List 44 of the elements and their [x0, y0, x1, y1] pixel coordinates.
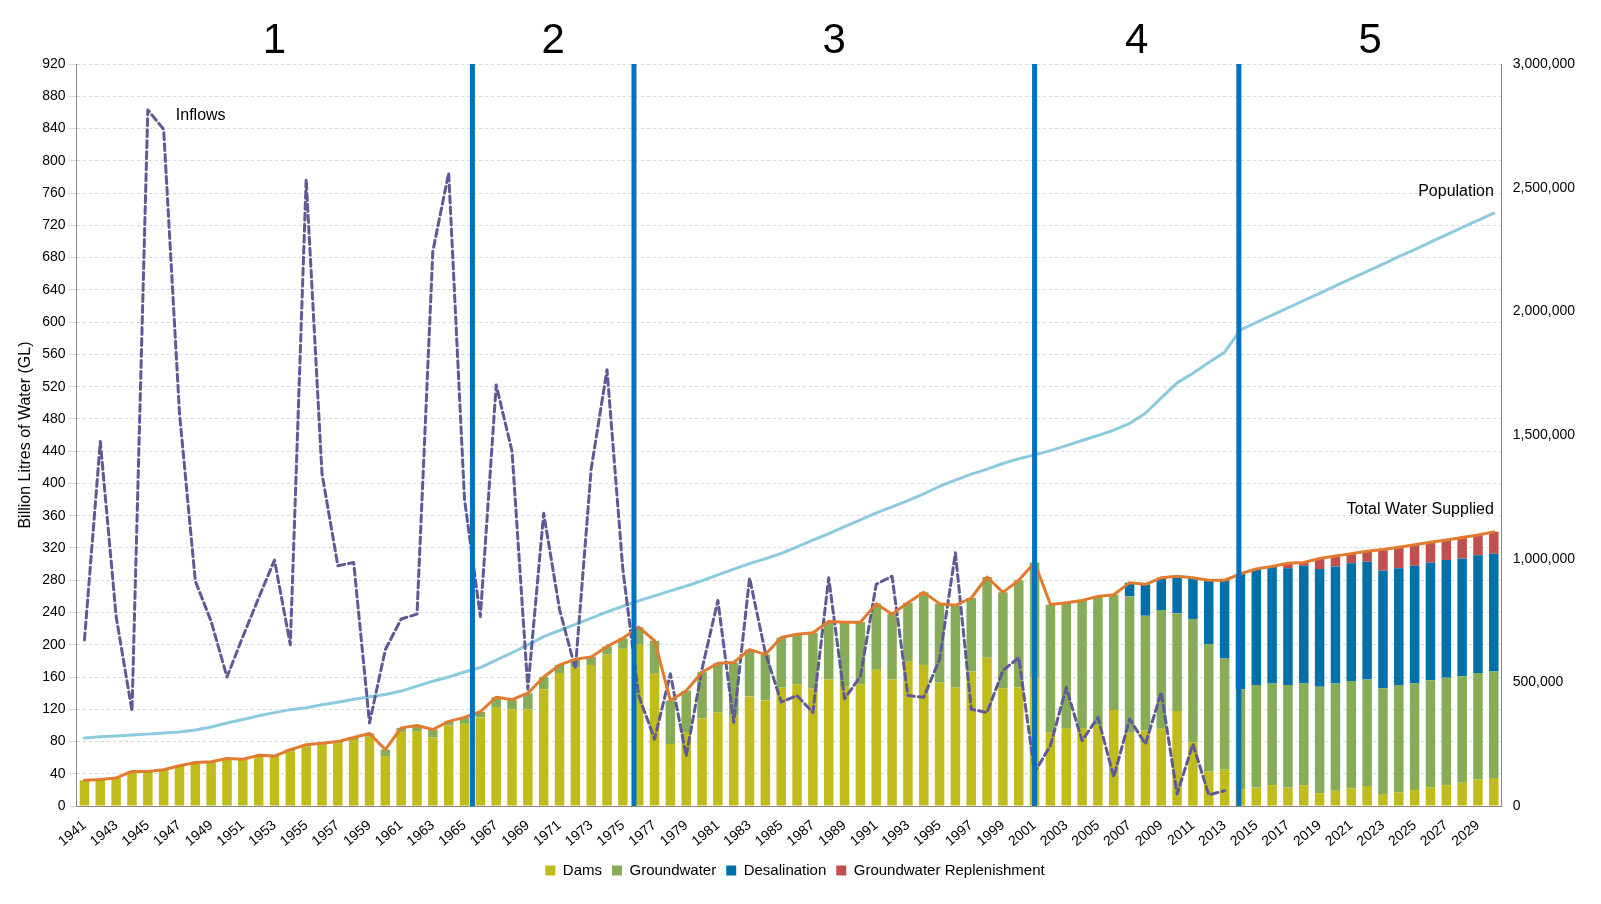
y-tick-label: 760: [42, 183, 66, 200]
legend-label: Dams: [562, 860, 602, 878]
legend-label: Groundwater Replenishment: [853, 860, 1046, 878]
y-tick-label: 40: [49, 764, 66, 781]
y-tick-label: 0: [57, 796, 66, 813]
text: 3: [822, 14, 846, 62]
y-tick-label: 600: [42, 312, 66, 329]
text: 4: [1125, 14, 1149, 62]
y2-tick-label: 2,000,000: [1512, 302, 1576, 319]
y2-tick-label: 1,000,000: [1512, 549, 1576, 566]
series-label: Total Water Supplied: [1346, 500, 1494, 518]
y-tick-label: 680: [42, 248, 66, 265]
y-tick-label: 560: [42, 345, 66, 362]
y2-tick-label: 1,500,000: [1512, 425, 1576, 442]
series-label: Inflows: [175, 106, 226, 124]
y-axis-title: Billion Litres of Water (GL): [16, 341, 34, 529]
y-tick-label: 440: [42, 442, 66, 459]
series-label: Population: [1418, 181, 1494, 199]
text: 5: [1358, 14, 1382, 62]
y-tick-label: 120: [42, 700, 66, 717]
legend-label: Desalination: [743, 860, 827, 878]
y2-tick-label: 3,000,000: [1512, 54, 1576, 71]
y2-tick-label: 0: [1512, 796, 1521, 813]
text: 2: [541, 14, 565, 62]
legend-label: Groundwater: [629, 860, 717, 878]
y-tick-label: 80: [49, 732, 66, 749]
y-tick-label: 840: [42, 119, 66, 136]
y-tick-label: 880: [42, 87, 66, 104]
y-tick-label: 720: [42, 216, 66, 233]
y-tick-label: 360: [42, 506, 66, 523]
y-tick-label: 240: [42, 603, 66, 620]
y-tick-label: 640: [42, 280, 66, 297]
y2-tick-label: 2,500,000: [1512, 178, 1576, 195]
y-tick-label: 320: [42, 538, 66, 555]
y-tick-label: 920: [42, 54, 66, 71]
y2-tick-label: 500,000: [1512, 673, 1564, 690]
y-tick-label: 520: [42, 377, 66, 394]
text: 1: [262, 14, 287, 62]
y-tick-label: 200: [42, 635, 66, 652]
y-tick-label: 480: [42, 409, 66, 426]
y-tick-label: 280: [42, 571, 66, 588]
y-tick-label: 800: [42, 151, 66, 168]
y-tick-label: 400: [42, 474, 66, 491]
y-tick-label: 160: [42, 667, 66, 684]
